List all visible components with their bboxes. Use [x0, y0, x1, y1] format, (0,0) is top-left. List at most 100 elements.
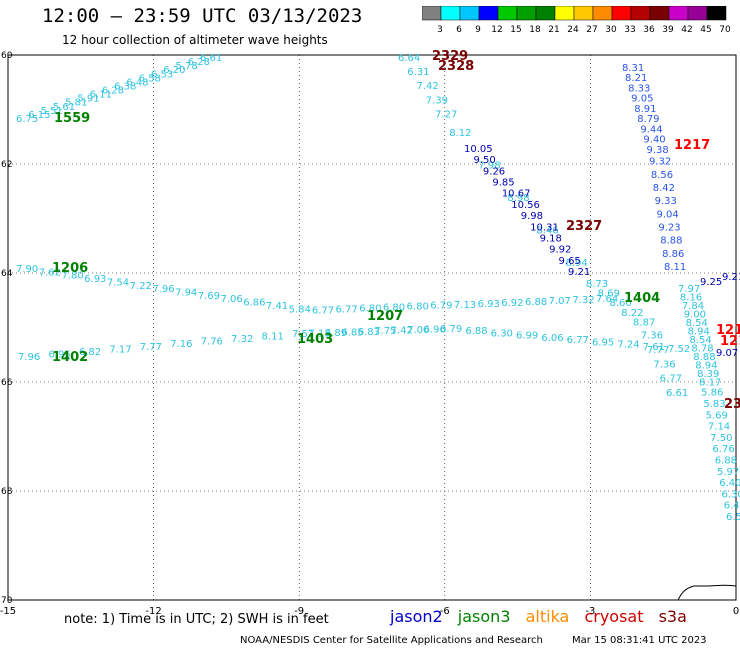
- track-66-upper-value: 6.77: [312, 306, 334, 317]
- track-66-upper-value: 6.80: [359, 304, 381, 315]
- east-track-lower-value: 8.54: [689, 335, 711, 346]
- nw-track-value: 5.91: [77, 94, 99, 105]
- track-66-upper-value: 7.94: [175, 288, 197, 299]
- east-track-upper-value: 9.05: [631, 94, 653, 105]
- east-track-upper-value: 8.33: [628, 83, 650, 94]
- track-66-lower-value: 7.52: [668, 344, 690, 355]
- time-label: 2327: [566, 219, 602, 234]
- nw-track-value: 6.20: [163, 65, 185, 76]
- nw-track-value: 6.58: [139, 73, 161, 84]
- track-66-lower-value: 6.77: [567, 335, 589, 346]
- lon-tick-label: -9: [294, 606, 304, 617]
- cyan-track-value: 7.36: [653, 359, 675, 370]
- east-track-upper-value: 9.32: [649, 157, 671, 168]
- page-subtitle: 12 hour collection of altimeter wave hei…: [62, 33, 328, 47]
- east-track-lower-value: 6.88: [715, 455, 737, 466]
- colorbar-label: 30: [605, 25, 617, 35]
- colorbar-swatch: [440, 6, 461, 21]
- colorbar-swatch: [554, 6, 575, 21]
- time-label: 1559: [54, 111, 90, 126]
- colorbar-swatch: [611, 6, 632, 21]
- cyan-track-value: 7.77: [647, 345, 669, 356]
- colorbar-label: 21: [548, 25, 559, 35]
- track-66-lower-value: 7.77: [140, 342, 162, 353]
- colorbar-swatch: [687, 6, 708, 21]
- track-66-lower-value: 7.32: [231, 334, 253, 345]
- lon-tick-label: -3: [585, 606, 595, 617]
- track-66-upper-value: 7.96: [152, 284, 174, 295]
- page-title: 12:00 – 23:59 UTC 03/13/2023: [42, 5, 363, 27]
- track-66-lower-value: 8.11: [262, 332, 284, 343]
- cyan-track-value: 6.61: [666, 388, 688, 399]
- track-66-upper-value: 6.93: [478, 299, 500, 310]
- time-label: 2329: [432, 49, 468, 64]
- track-66-upper-value: 7.06: [220, 294, 242, 305]
- time-label: 121: [720, 334, 740, 349]
- east-track-lower-value: 6.76: [712, 444, 734, 455]
- east-track-upper-value: 8.21: [625, 73, 647, 84]
- track-66-lower-value: 6.79: [440, 324, 462, 335]
- mission-altika: altika: [525, 607, 570, 626]
- colorbar-label: 15: [510, 25, 521, 35]
- cyan-track-value: 8.12: [449, 128, 471, 139]
- colorbar-swatch: [535, 6, 556, 21]
- east-track-lower-value: 7.97: [678, 284, 700, 295]
- nw-track-value: 6.38: [114, 81, 136, 92]
- nw-track-value: 5.78: [175, 61, 197, 72]
- colorbar-label: 45: [700, 25, 711, 35]
- east-track-lower-value: 8.54: [686, 318, 708, 329]
- track-66-lower-value: 6.83: [358, 327, 380, 338]
- east-track-lower-value: 5.69: [706, 410, 728, 421]
- colorbar-label: 39: [662, 25, 674, 35]
- lon-tick-label: -15: [0, 606, 16, 617]
- east-track-lower-value: 5.83: [703, 399, 725, 410]
- cyan-track-value: 7.98: [478, 161, 500, 172]
- track-66-lower-value: 6.95: [48, 349, 70, 360]
- track-66-lower-value: 7.24: [617, 340, 639, 351]
- east-track-upper-value: 8.88: [660, 236, 682, 247]
- time-label: 2328: [438, 59, 474, 74]
- footer-timestamp: Mar 15 08:31:41 UTC 2023: [572, 635, 707, 646]
- nw-track-value: 6.11: [90, 90, 112, 101]
- cyan-track-value: 8.46: [536, 225, 558, 236]
- east-track-lower-value: 8.39: [697, 369, 719, 380]
- lat-tick-label: 62: [1, 160, 12, 170]
- east-track-upper-value: 8.56: [651, 170, 673, 181]
- lat-tick-label: 60: [1, 51, 13, 61]
- east-track-upper-value: 8.11: [664, 262, 686, 273]
- nw-track-value: 6.15: [28, 110, 50, 121]
- east-track-lower-value: 7.84: [682, 301, 704, 312]
- colorbar-swatch: [516, 6, 537, 21]
- track-66-upper-value: 7.80: [61, 271, 83, 282]
- mission-jason2: jason2: [390, 607, 443, 626]
- track-66-lower-value: 7.17: [109, 344, 131, 355]
- lon-tick-label: -12: [145, 606, 161, 617]
- colorbar-label: 6: [456, 25, 462, 35]
- cyan-track-value: 7.36: [641, 331, 663, 342]
- east-track-upper-value: 9.23: [658, 222, 680, 233]
- track-66-upper-value: 7.54: [107, 277, 129, 288]
- time-label: 1403: [297, 332, 333, 347]
- lon-tick-label: -6: [440, 606, 450, 617]
- east-track-lower-value: 5.97: [717, 467, 739, 478]
- east-track-lower-value: 7.14: [708, 422, 730, 433]
- nw-track-value: 6.28: [188, 57, 210, 68]
- track-66-lower-value: 6.88: [465, 326, 487, 337]
- colorbar-label: 18: [529, 25, 541, 35]
- cyan-track-value: 6.31: [407, 67, 429, 78]
- track-66-lower-value: 6.85: [341, 327, 363, 338]
- east-track-lower-value: 8.94: [695, 361, 717, 372]
- colorbar-swatch: [706, 6, 727, 21]
- east-track-lower-value: 6.50: [726, 512, 740, 523]
- time-label: 1404: [624, 291, 660, 306]
- track-66-upper-value: 7.13: [454, 300, 476, 311]
- colorbar-swatch: [459, 6, 480, 21]
- time-label: 1402: [52, 350, 88, 365]
- mission-s3a: s3a: [658, 607, 687, 626]
- nw-track-value: 5.61: [53, 102, 75, 113]
- track-66-lower-value: 6.99: [516, 331, 538, 342]
- track-66-upper-value: 7.90: [16, 264, 38, 275]
- colorbar-label: 27: [586, 25, 597, 35]
- cyan-track-value: 8.87: [633, 318, 655, 329]
